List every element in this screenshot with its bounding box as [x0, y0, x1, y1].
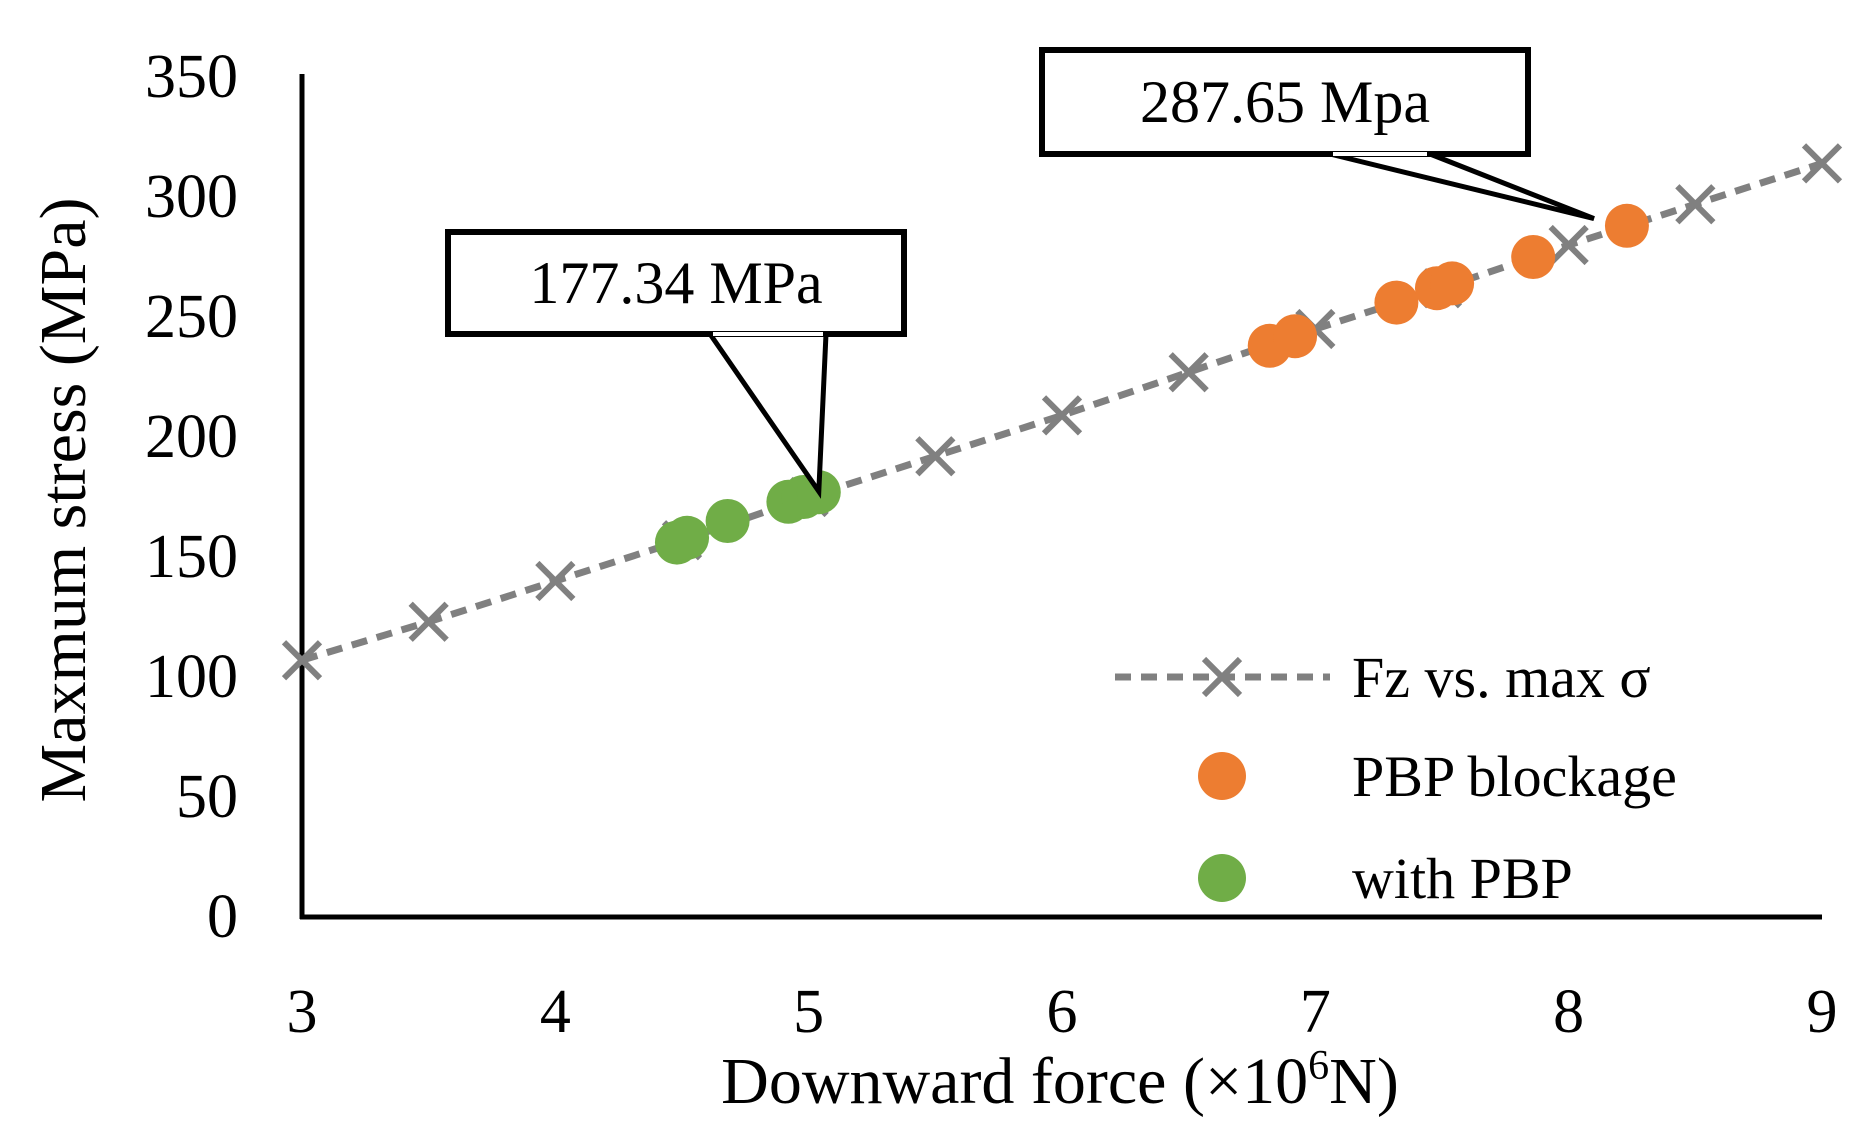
y-tick-label: 0: [207, 883, 238, 951]
callout-box: [445, 229, 907, 337]
x-tick-label: 7: [1300, 978, 1331, 1046]
fz-data-point-marker: [1675, 184, 1716, 225]
pbp-blockage-point: [1511, 235, 1556, 279]
y-axis-title: Maxmum stress (MPa): [27, 198, 100, 803]
pbp-blockage-point: [1374, 280, 1419, 325]
x-tick-label: 4: [540, 978, 571, 1046]
callout-pointer: [1329, 151, 1595, 222]
legend-dot-swatch: [1198, 752, 1246, 800]
y-tick-label: 50: [176, 763, 238, 831]
legend-item-0: Fz vs. max σ: [1115, 645, 1651, 710]
pbp-blockage-point: [1604, 203, 1649, 248]
legend-label: PBP blockage: [1352, 744, 1677, 809]
series-2: [654, 470, 841, 565]
y-tick-label: 300: [145, 163, 238, 231]
fz-data-point-marker: [1801, 143, 1843, 184]
legend-label: with PBP: [1352, 846, 1573, 911]
fz-data-point-marker: [915, 436, 956, 477]
fz-data-point-marker: [535, 560, 576, 602]
callout-layer: 177.34 MPa 287.65 Mpa: [445, 47, 1595, 499]
x-tick-label: 6: [1047, 978, 1078, 1046]
series-1: [1247, 203, 1649, 368]
fz-data-point-marker: [408, 601, 449, 642]
callout-0: 177.34 MPa: [445, 229, 907, 499]
legend-dot-swatch: [1198, 854, 1246, 902]
x-tick-label: 3: [287, 978, 318, 1046]
x-tick-label: 9: [1807, 978, 1838, 1046]
legend-label: Fz vs. max σ: [1352, 645, 1651, 710]
x-tick-label: 5: [793, 978, 824, 1046]
pbp-blockage-point: [1430, 261, 1475, 306]
x-axis-title-superscript: 6: [1308, 1043, 1329, 1089]
fz-data-point-marker: [1548, 224, 1589, 266]
x-axis-title: Downward force (×106N): [721, 1043, 1399, 1118]
fz-data-point-marker: [1041, 395, 1083, 436]
legend-layer: Fz vs. max σ PBP blockage with PBP: [1115, 645, 1677, 911]
legend-item-1: PBP blockage: [1198, 744, 1677, 809]
callout-label: 287.65 Mpa: [1140, 69, 1430, 135]
y-tick-label: 100: [145, 643, 238, 711]
x-tick-label: 8: [1553, 978, 1584, 1046]
callout-1: 287.65 Mpa: [1039, 47, 1595, 222]
y-tick-label: 250: [145, 283, 238, 351]
with-pbp-point: [705, 499, 750, 543]
callout-box: [1039, 47, 1531, 157]
x-axis-title-tail: N): [1329, 1045, 1399, 1118]
fz-data-point-marker: [281, 640, 323, 681]
y-tick-label: 200: [145, 403, 238, 471]
legend-x-marker: [1201, 656, 1243, 698]
series-layer: [281, 143, 1843, 681]
x-axis-title-main: Downward force (×10: [721, 1045, 1308, 1118]
y-tick-label: 350: [145, 43, 238, 111]
legend-item-2: with PBP: [1198, 846, 1573, 911]
with-pbp-point: [665, 515, 710, 560]
pbp-blockage-point: [1273, 314, 1318, 359]
callout-label: 177.34 MPa: [529, 250, 822, 316]
y-tick-label: 150: [145, 523, 238, 591]
fz-data-point-marker: [1168, 352, 1209, 393]
callout-pointer: [707, 332, 829, 499]
